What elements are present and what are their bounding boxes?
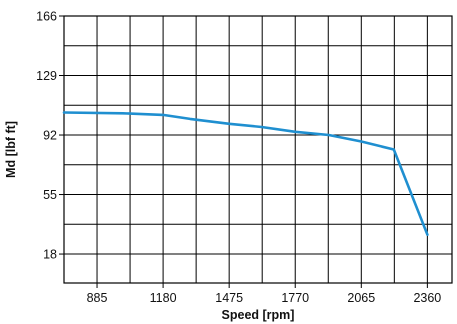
- x-tick-label: 1770: [281, 291, 309, 305]
- y-axis: 18 55 92 129 166: [36, 10, 64, 262]
- x-axis-title: Speed [rpm]: [222, 308, 295, 322]
- grid: [64, 16, 452, 283]
- y-tick-label: 166: [36, 10, 57, 24]
- y-tick-label: 18: [43, 248, 57, 262]
- y-tick-label: 92: [43, 129, 57, 143]
- x-tick-label: 885: [87, 291, 108, 305]
- x-tick-label: 1475: [215, 291, 243, 305]
- x-tick-label: 2360: [413, 291, 441, 305]
- y-tick-label: 129: [36, 69, 57, 83]
- y-axis-title: Md [lbf ft]: [4, 121, 18, 178]
- y-tick-label: 55: [43, 188, 57, 202]
- x-tick-label: 1180: [150, 291, 177, 305]
- plot-frame: [63, 15, 453, 284]
- series-line: [62, 111, 429, 236]
- x-axis: 885 1180 1475 1770 2065 2360: [87, 283, 441, 305]
- x-tick-label: 2065: [347, 291, 375, 305]
- series-layer: [62, 111, 429, 236]
